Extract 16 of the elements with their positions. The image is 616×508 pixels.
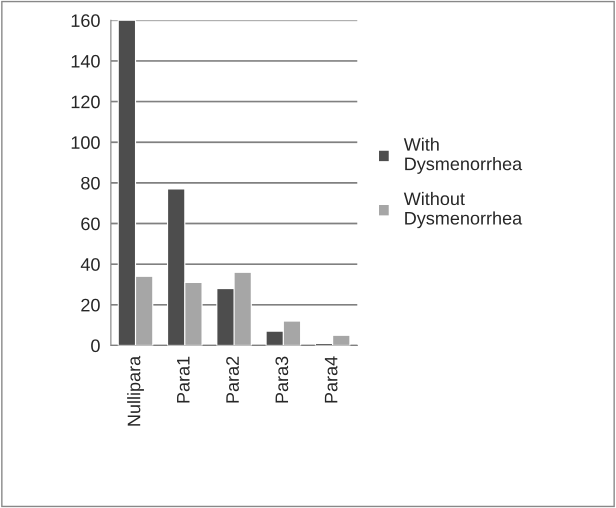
- y-tick-label: 140: [72, 54, 100, 68]
- x-tick-label: Nullipara: [127, 356, 144, 426]
- x-tick-label: Para3: [275, 356, 288, 403]
- y-tick-label: 80: [81, 176, 100, 190]
- y-tick-label: 120: [72, 96, 100, 108]
- y-tick-label: 40: [80, 258, 100, 271]
- x-tick-label: Para2: [226, 356, 239, 403]
- legend-label: With Dysmenorrhea: [404, 138, 522, 174]
- x-tick-label: Para4: [324, 356, 338, 403]
- y-tick-label: 20: [81, 298, 100, 312]
- x-tick-label: Para1: [177, 356, 190, 403]
- y-tick-label: 160: [72, 14, 100, 28]
- y-tick-label: 100: [72, 136, 100, 149]
- legend-label: Without Dysmenorrhea: [404, 192, 522, 228]
- y-tick-label: 60: [81, 217, 100, 230]
- y-tick-label: 0: [91, 339, 100, 352]
